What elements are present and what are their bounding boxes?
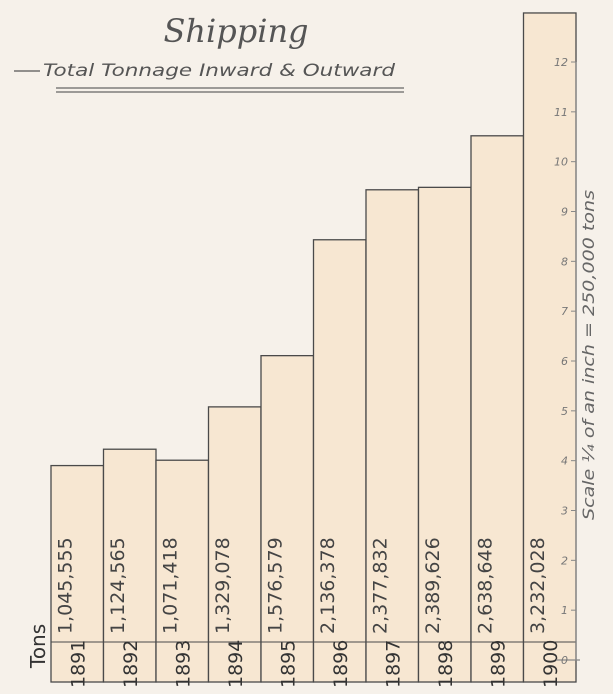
value-label-1900: 3,232,028: [527, 537, 549, 634]
chart-title: Shipping: [163, 12, 308, 50]
scale-tick-label-11: 11: [554, 106, 568, 119]
category-label-1899: 1899: [487, 640, 509, 688]
scale-tick-label-7: 7: [561, 305, 568, 318]
scale-tick-label-9: 9: [561, 206, 568, 219]
scale-tick-label-0: 0: [561, 654, 568, 667]
bar-1896: [312, 239, 367, 683]
value-label-1899: 2,638,648: [474, 537, 496, 634]
scale-tick-label-8: 8: [561, 255, 568, 268]
value-label-1898: 2,389,626: [422, 537, 444, 634]
bar-1891: [50, 464, 105, 683]
bar-1893: [155, 459, 210, 683]
category-label-1897: 1897: [382, 640, 404, 688]
scale-tick-label-1: 1: [561, 604, 568, 617]
bar-1895: [260, 354, 315, 683]
category-label-1893: 1893: [172, 640, 194, 688]
value-label-1897: 2,377,832: [369, 537, 391, 634]
value-label-1891: 1,045,555: [54, 537, 76, 634]
value-label-1896: 2,136,378: [317, 537, 339, 634]
scale-tick-label-12: 12: [554, 56, 568, 69]
bar-1899: [470, 135, 525, 683]
value-label-1894: 1,329,078: [212, 537, 234, 634]
scale-tick-label-3: 3: [561, 505, 568, 518]
scale-tick-label-2: 2: [561, 554, 568, 567]
bar-1897: [365, 189, 420, 683]
scale-tick-label-10: 10: [554, 156, 568, 169]
scale-tick-label-4: 4: [561, 455, 568, 468]
scale-tick-label-6: 6: [561, 355, 568, 368]
category-label-1892: 1892: [120, 640, 142, 688]
scale-tick-label-5: 5: [561, 405, 568, 418]
bars-group: 1,045,55518911,124,56518921,071,41818931…: [50, 12, 577, 688]
bar-1894: [207, 406, 262, 683]
category-label-1895: 1895: [277, 640, 299, 688]
category-label-1894: 1894: [225, 640, 247, 688]
category-label-1896: 1896: [330, 640, 352, 688]
category-label-1891: 1891: [67, 640, 89, 688]
category-label-1900: 1900: [540, 640, 562, 688]
chart-subtitle: Total Tonnage Inward & Outward: [43, 61, 395, 81]
value-label-1893: 1,071,418: [159, 537, 181, 634]
category-label-1898: 1898: [435, 640, 457, 688]
tons-label: Tons: [26, 624, 50, 669]
value-label-1892: 1,124,565: [107, 537, 129, 634]
value-label-1895: 1,576,579: [264, 537, 286, 634]
scale-note: Scale ¼ of an inch = 250,000 tons: [579, 190, 598, 520]
